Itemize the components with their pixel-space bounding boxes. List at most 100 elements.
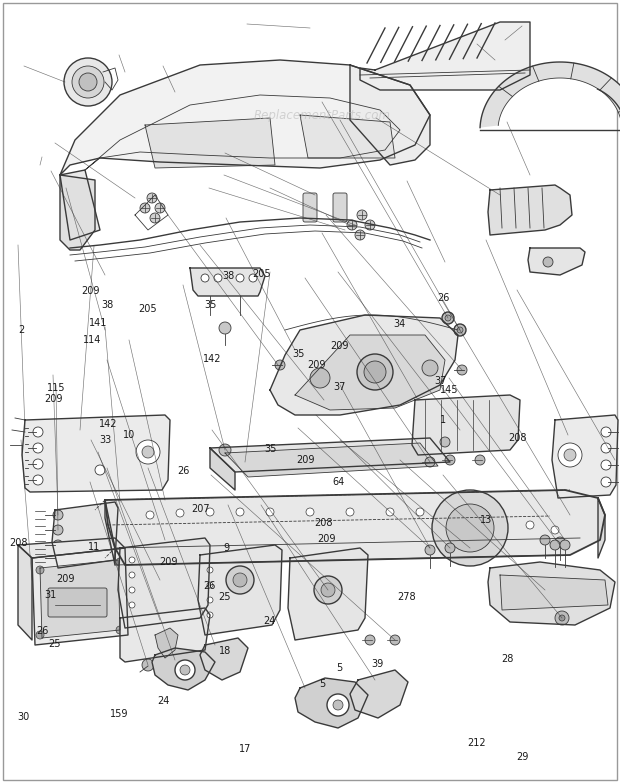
Text: 142: 142 [99,420,117,429]
Circle shape [347,220,357,230]
Polygon shape [155,628,178,658]
Circle shape [457,365,467,375]
Polygon shape [350,670,408,718]
Circle shape [129,602,135,608]
Circle shape [601,460,611,470]
Circle shape [79,73,97,91]
Circle shape [333,700,343,710]
Circle shape [64,58,112,106]
Circle shape [442,312,454,324]
Polygon shape [60,60,430,175]
Circle shape [457,327,463,333]
Circle shape [207,597,213,603]
Circle shape [207,582,213,588]
Polygon shape [18,545,32,640]
Circle shape [314,576,342,604]
Circle shape [445,315,451,321]
Circle shape [180,665,190,675]
Circle shape [445,455,455,465]
Circle shape [475,455,485,465]
Polygon shape [480,62,620,128]
Text: 5: 5 [319,679,326,688]
Circle shape [95,465,105,475]
Polygon shape [412,395,520,455]
Polygon shape [488,562,615,625]
Circle shape [601,427,611,437]
Circle shape [440,437,450,447]
Polygon shape [300,115,395,158]
Polygon shape [18,538,125,558]
Text: 38: 38 [102,301,114,310]
Polygon shape [210,448,235,490]
Polygon shape [52,502,118,568]
Text: 26: 26 [36,626,48,636]
Polygon shape [152,648,215,690]
Text: 38: 38 [222,271,234,280]
Circle shape [601,443,611,453]
Circle shape [357,354,393,390]
Circle shape [249,274,257,282]
Circle shape [53,540,63,550]
Polygon shape [120,608,210,662]
Text: 11: 11 [88,542,100,551]
Text: 18: 18 [219,647,231,656]
Text: 31: 31 [45,590,57,600]
Text: 24: 24 [157,696,169,705]
Circle shape [140,203,150,213]
Polygon shape [350,65,430,165]
Polygon shape [200,638,248,680]
Text: 33: 33 [99,435,112,445]
Text: 24: 24 [264,616,276,626]
Text: 26: 26 [438,293,450,302]
Circle shape [175,660,195,680]
Polygon shape [598,498,605,558]
Circle shape [432,490,508,566]
Polygon shape [145,118,275,168]
Polygon shape [105,500,115,565]
Circle shape [416,508,424,516]
Circle shape [364,361,386,383]
Text: 28: 28 [501,655,513,664]
Circle shape [365,220,375,230]
Circle shape [36,566,44,574]
Circle shape [207,612,213,618]
Text: 212: 212 [467,738,485,748]
Circle shape [275,360,285,370]
Circle shape [136,440,160,464]
Circle shape [236,508,244,516]
Circle shape [53,525,63,535]
Text: 5: 5 [337,663,343,673]
Polygon shape [295,335,445,410]
Polygon shape [500,575,608,610]
Text: 209: 209 [81,287,100,296]
Text: 37: 37 [334,382,346,392]
Circle shape [207,567,213,573]
Circle shape [36,631,44,639]
Circle shape [543,257,553,267]
Circle shape [365,635,375,645]
Polygon shape [105,490,605,565]
Circle shape [425,457,435,467]
Polygon shape [22,415,170,492]
Text: 26: 26 [203,581,216,590]
Polygon shape [210,438,450,472]
Text: 208: 208 [9,539,28,548]
Text: 142: 142 [203,354,221,363]
Circle shape [33,475,43,485]
Circle shape [422,360,438,376]
Text: 1: 1 [440,415,446,424]
Text: 9: 9 [224,543,230,553]
Polygon shape [60,170,100,240]
Text: 34: 34 [393,319,405,329]
Circle shape [147,193,157,203]
Circle shape [116,626,124,634]
Polygon shape [198,545,282,635]
Text: 26: 26 [177,467,190,476]
Circle shape [176,509,184,517]
Text: 2: 2 [18,326,24,335]
Circle shape [155,203,165,213]
Polygon shape [225,443,438,477]
Circle shape [129,572,135,578]
Circle shape [72,66,104,98]
Circle shape [425,545,435,555]
